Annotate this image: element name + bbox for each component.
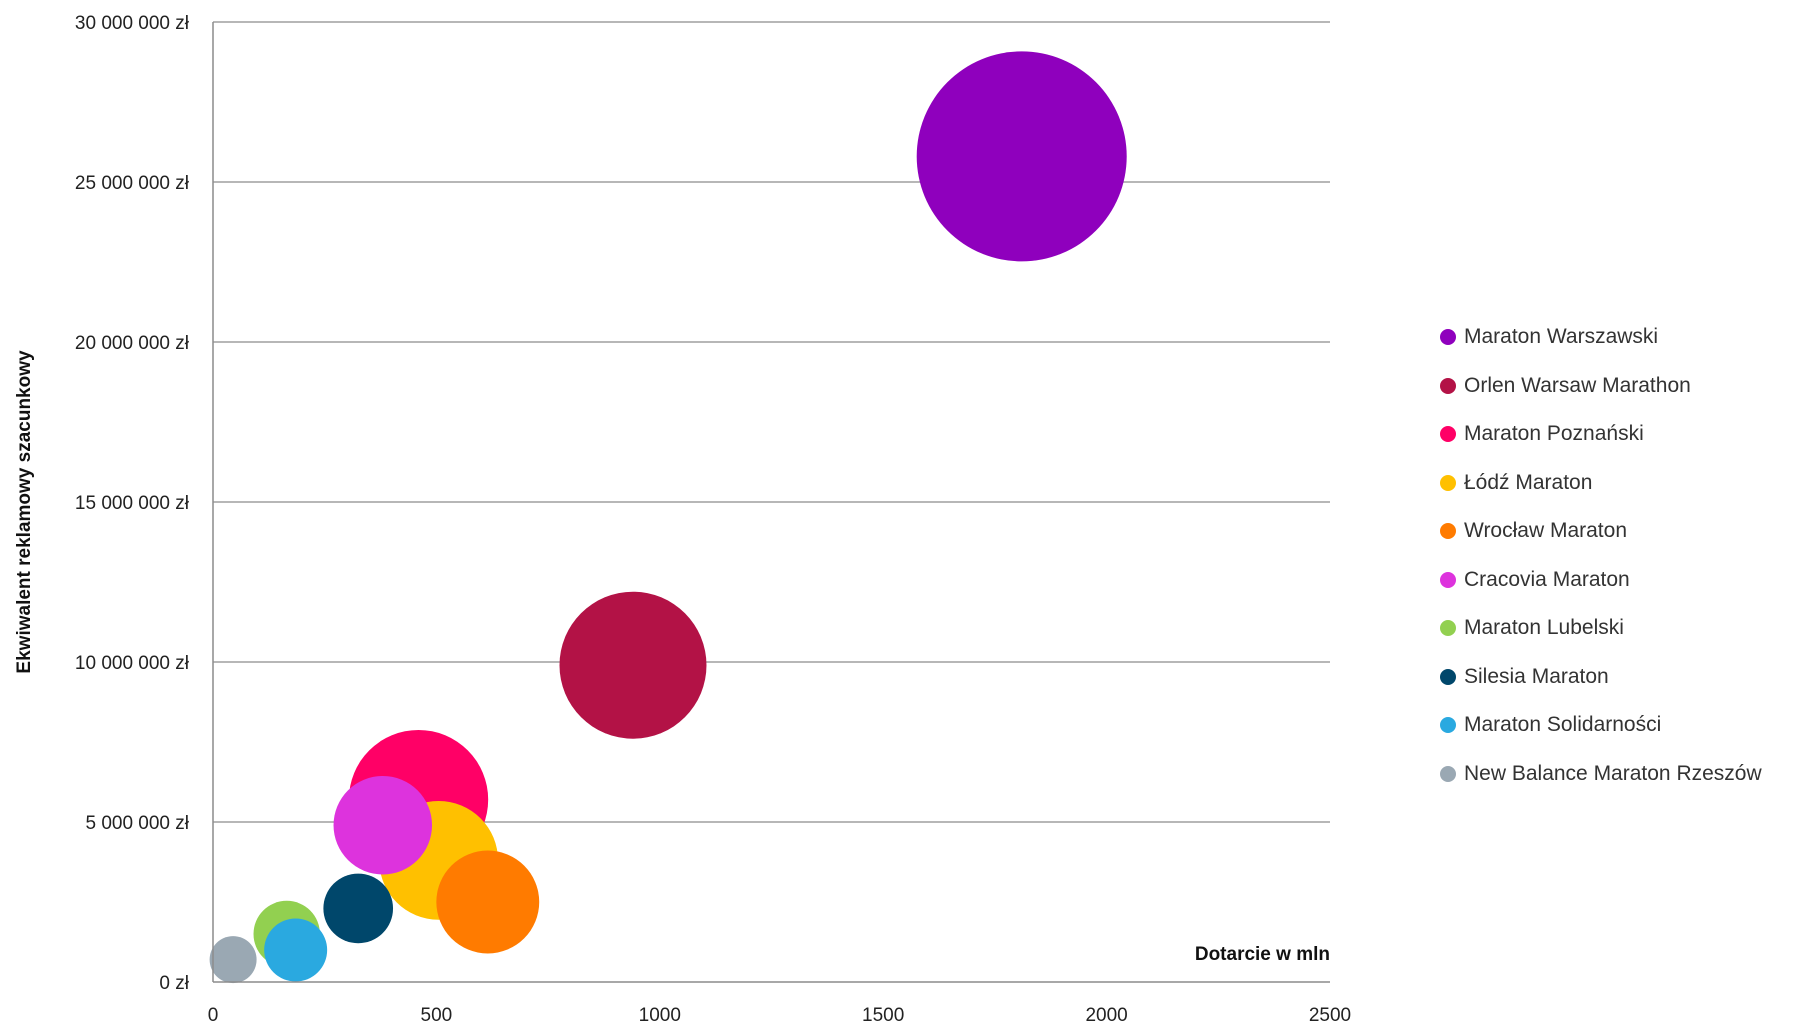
bubble [333,775,433,875]
legend-label: Wrocław Maraton [1464,519,1627,543]
legend-item: Maraton Solidarności [1440,701,1762,750]
gridlines [213,21,1330,823]
bubble [916,51,1127,262]
legend-marker [1440,329,1456,346]
legend-item: Łódź Maraton [1440,459,1762,508]
bubble [436,850,540,954]
legend-marker [1440,474,1456,491]
y-tick-label: 5 000 000 zł [85,813,189,834]
legend-item: Maraton Lubelski [1440,604,1762,653]
y-tick-labels: 0 zł 5 000 000 zł 10 000 000 zł 15 000 000 … [75,13,190,994]
legend-item: Maraton Poznański [1440,410,1762,459]
legend-item: Orlen Warsaw Marathon [1440,362,1762,411]
x-tick-labels: 0 500 1000 1500 2000 2500 [208,1005,1351,1026]
y-tick-label: 25 000 000 zł [75,173,190,194]
axes [212,22,1330,983]
bubbles [209,51,1127,984]
bubble [209,936,257,984]
legend-label: Maraton Poznański [1464,422,1644,446]
legend-label: Łódź Maraton [1464,470,1593,494]
legend-label: Maraton Lubelski [1464,616,1624,640]
y-axis-title: Ekwiwalent reklamowy szacunkowy [14,350,35,674]
x-tick-label: 2000 [1085,1005,1127,1026]
y-tick-label: 20 000 000 zł [75,333,190,354]
bubble [264,918,328,982]
y-tick-label: 10 000 000 zł [75,653,190,674]
legend-marker [1440,668,1456,685]
legend-item: Wrocław Maraton [1440,507,1762,556]
x-axis-title: Dotarcie w mln [1195,944,1330,965]
legend-marker [1440,377,1456,394]
legend-label: Maraton Solidarności [1464,713,1662,737]
y-tick-label: 15 000 000 zł [75,493,190,514]
x-tick-label: 1500 [862,1005,904,1026]
legend-marker [1440,765,1456,782]
x-tick-label: 500 [421,1005,453,1026]
legend-label: New Balance Maraton Rzeszów [1464,761,1762,785]
x-tick-label: 1000 [639,1005,681,1026]
legend-label: Orlen Warsaw Marathon [1464,373,1691,397]
y-tick-label: 30 000 000 zł [75,13,190,34]
legend-marker [1440,717,1456,734]
legend-item: Silesia Maraton [1440,653,1762,702]
legend-item: Cracovia Maraton [1440,556,1762,605]
legend: Maraton Warszawski Orlen Warsaw Marathon M… [1440,313,1762,798]
x-tick-label: 0 [208,1005,219,1026]
legend-item: Maraton Warszawski [1440,313,1762,362]
bubble [323,873,394,944]
legend-marker [1440,523,1456,540]
legend-marker [1440,571,1456,588]
legend-item: New Balance Maraton Rzeszów [1440,750,1762,799]
legend-marker [1440,426,1456,443]
legend-label: Cracovia Maraton [1464,567,1630,591]
x-tick-label: 2500 [1309,1005,1351,1026]
legend-marker [1440,620,1456,637]
bubble [559,591,707,739]
y-tick-label: 0 zł [159,973,189,994]
legend-label: Silesia Maraton [1464,664,1609,688]
legend-label: Maraton Warszawski [1464,325,1659,349]
